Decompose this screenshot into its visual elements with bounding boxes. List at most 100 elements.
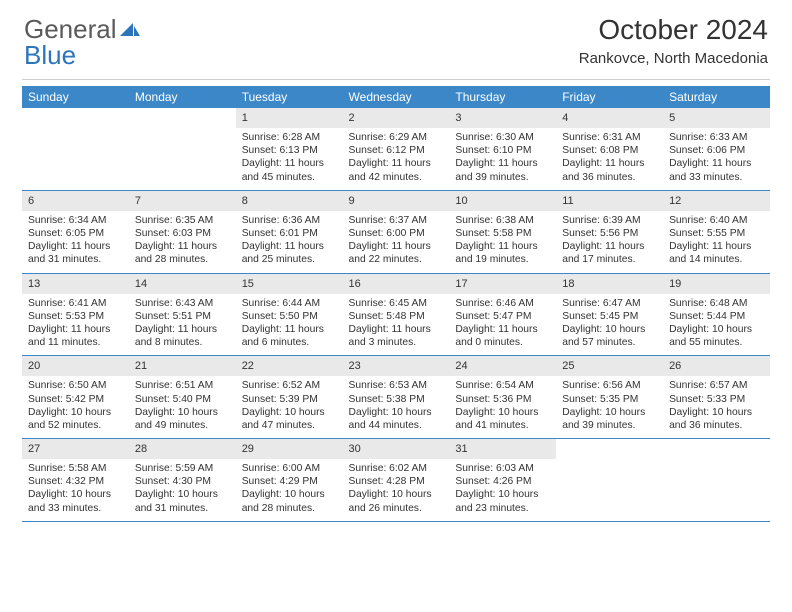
- day-cell: 25Sunrise: 6:56 AMSunset: 5:35 PMDayligh…: [556, 356, 663, 438]
- day-number: [556, 439, 663, 459]
- day-body: Sunrise: 6:47 AMSunset: 5:45 PMDaylight:…: [556, 294, 663, 356]
- day-number: 6: [22, 191, 129, 211]
- sunset-text: Sunset: 5:47 PM: [455, 310, 552, 323]
- daylight-text: Daylight: 10 hours and 47 minutes.: [242, 406, 339, 432]
- sunset-text: Sunset: 5:40 PM: [135, 393, 232, 406]
- day-cell: 2Sunrise: 6:29 AMSunset: 6:12 PMDaylight…: [343, 108, 450, 190]
- day-number: 7: [129, 191, 236, 211]
- day-number: 1: [236, 108, 343, 128]
- sunrise-text: Sunrise: 5:59 AM: [135, 462, 232, 475]
- day-body: Sunrise: 6:28 AMSunset: 6:13 PMDaylight:…: [236, 128, 343, 190]
- day-body: Sunrise: 6:46 AMSunset: 5:47 PMDaylight:…: [449, 294, 556, 356]
- sunrise-text: Sunrise: 6:37 AM: [349, 214, 446, 227]
- day-body: Sunrise: 6:43 AMSunset: 5:51 PMDaylight:…: [129, 294, 236, 356]
- sunrise-text: Sunrise: 6:51 AM: [135, 379, 232, 392]
- daylight-text: Daylight: 11 hours and 17 minutes.: [562, 240, 659, 266]
- day-cell: 3Sunrise: 6:30 AMSunset: 6:10 PMDaylight…: [449, 108, 556, 190]
- daylight-text: Daylight: 10 hours and 36 minutes.: [669, 406, 766, 432]
- sunset-text: Sunset: 6:00 PM: [349, 227, 446, 240]
- day-cell: [663, 439, 770, 521]
- logo-sail-icon: [119, 21, 141, 39]
- sunrise-text: Sunrise: 6:39 AM: [562, 214, 659, 227]
- day-number: 25: [556, 356, 663, 376]
- day-number: 20: [22, 356, 129, 376]
- day-body: Sunrise: 6:38 AMSunset: 5:58 PMDaylight:…: [449, 211, 556, 273]
- day-number: 24: [449, 356, 556, 376]
- daylight-text: Daylight: 11 hours and 22 minutes.: [349, 240, 446, 266]
- sunset-text: Sunset: 6:01 PM: [242, 227, 339, 240]
- daylight-text: Daylight: 11 hours and 31 minutes.: [28, 240, 125, 266]
- day-body: Sunrise: 6:00 AMSunset: 4:29 PMDaylight:…: [236, 459, 343, 521]
- day-number: 29: [236, 439, 343, 459]
- day-number: [22, 108, 129, 128]
- day-body: Sunrise: 6:50 AMSunset: 5:42 PMDaylight:…: [22, 376, 129, 438]
- sunset-text: Sunset: 6:05 PM: [28, 227, 125, 240]
- daylight-text: Daylight: 10 hours and 55 minutes.: [669, 323, 766, 349]
- daylight-text: Daylight: 10 hours and 23 minutes.: [455, 488, 552, 514]
- day-number: 22: [236, 356, 343, 376]
- sunrise-text: Sunrise: 6:28 AM: [242, 131, 339, 144]
- day-body: Sunrise: 6:30 AMSunset: 6:10 PMDaylight:…: [449, 128, 556, 190]
- daylight-text: Daylight: 10 hours and 52 minutes.: [28, 406, 125, 432]
- day-number: 8: [236, 191, 343, 211]
- sunset-text: Sunset: 5:56 PM: [562, 227, 659, 240]
- day-number: 17: [449, 274, 556, 294]
- daylight-text: Daylight: 11 hours and 8 minutes.: [135, 323, 232, 349]
- daylight-text: Daylight: 10 hours and 31 minutes.: [135, 488, 232, 514]
- sunrise-text: Sunrise: 6:52 AM: [242, 379, 339, 392]
- day-body: Sunrise: 5:58 AMSunset: 4:32 PMDaylight:…: [22, 459, 129, 521]
- sunset-text: Sunset: 5:38 PM: [349, 393, 446, 406]
- daylight-text: Daylight: 11 hours and 45 minutes.: [242, 157, 339, 183]
- day-body: Sunrise: 6:37 AMSunset: 6:00 PMDaylight:…: [343, 211, 450, 273]
- daylight-text: Daylight: 11 hours and 28 minutes.: [135, 240, 232, 266]
- sunset-text: Sunset: 4:32 PM: [28, 475, 125, 488]
- sunset-text: Sunset: 5:42 PM: [28, 393, 125, 406]
- sunrise-text: Sunrise: 6:44 AM: [242, 297, 339, 310]
- day-body: [663, 459, 770, 509]
- day-body: Sunrise: 6:48 AMSunset: 5:44 PMDaylight:…: [663, 294, 770, 356]
- day-number: 12: [663, 191, 770, 211]
- week-row: 1Sunrise: 6:28 AMSunset: 6:13 PMDaylight…: [22, 108, 770, 191]
- day-number: 27: [22, 439, 129, 459]
- header: General October 2024 Rankovce, North Mac…: [0, 0, 792, 73]
- sunset-text: Sunset: 5:35 PM: [562, 393, 659, 406]
- day-body: [22, 128, 129, 178]
- day-header: Wednesday: [343, 86, 450, 108]
- day-body: Sunrise: 6:36 AMSunset: 6:01 PMDaylight:…: [236, 211, 343, 273]
- header-rule: [22, 79, 770, 80]
- daylight-text: Daylight: 10 hours and 39 minutes.: [562, 406, 659, 432]
- sunset-text: Sunset: 6:10 PM: [455, 144, 552, 157]
- daylight-text: Daylight: 11 hours and 14 minutes.: [669, 240, 766, 266]
- day-body: Sunrise: 6:35 AMSunset: 6:03 PMDaylight:…: [129, 211, 236, 273]
- sunset-text: Sunset: 4:30 PM: [135, 475, 232, 488]
- sunset-text: Sunset: 6:08 PM: [562, 144, 659, 157]
- daylight-text: Daylight: 11 hours and 11 minutes.: [28, 323, 125, 349]
- day-cell: 31Sunrise: 6:03 AMSunset: 4:26 PMDayligh…: [449, 439, 556, 521]
- week-row: 20Sunrise: 6:50 AMSunset: 5:42 PMDayligh…: [22, 356, 770, 439]
- day-body: Sunrise: 6:31 AMSunset: 6:08 PMDaylight:…: [556, 128, 663, 190]
- day-body: Sunrise: 6:39 AMSunset: 5:56 PMDaylight:…: [556, 211, 663, 273]
- sunset-text: Sunset: 5:53 PM: [28, 310, 125, 323]
- daylight-text: Daylight: 11 hours and 6 minutes.: [242, 323, 339, 349]
- sunset-text: Sunset: 6:13 PM: [242, 144, 339, 157]
- day-body: [129, 128, 236, 178]
- sunrise-text: Sunrise: 6:02 AM: [349, 462, 446, 475]
- day-cell: 17Sunrise: 6:46 AMSunset: 5:47 PMDayligh…: [449, 274, 556, 356]
- day-number: [129, 108, 236, 128]
- sunset-text: Sunset: 4:29 PM: [242, 475, 339, 488]
- day-body: Sunrise: 6:57 AMSunset: 5:33 PMDaylight:…: [663, 376, 770, 438]
- sunrise-text: Sunrise: 6:34 AM: [28, 214, 125, 227]
- day-number: 23: [343, 356, 450, 376]
- daylight-text: Daylight: 11 hours and 39 minutes.: [455, 157, 552, 183]
- day-number: 15: [236, 274, 343, 294]
- day-number: 4: [556, 108, 663, 128]
- day-body: [556, 459, 663, 509]
- day-number: 3: [449, 108, 556, 128]
- sunset-text: Sunset: 5:39 PM: [242, 393, 339, 406]
- day-cell: 1Sunrise: 6:28 AMSunset: 6:13 PMDaylight…: [236, 108, 343, 190]
- day-cell: 15 Sunrise: 6:44 AMSunset: 5:50 PMDayligh…: [236, 274, 343, 356]
- sunset-text: Sunset: 5:50 PM: [242, 310, 339, 323]
- week-row: 13Sunrise: 6:41 AMSunset: 5:53 PMDayligh…: [22, 274, 770, 357]
- day-cell: 23Sunrise: 6:53 AMSunset: 5:38 PMDayligh…: [343, 356, 450, 438]
- sunset-text: Sunset: 5:51 PM: [135, 310, 232, 323]
